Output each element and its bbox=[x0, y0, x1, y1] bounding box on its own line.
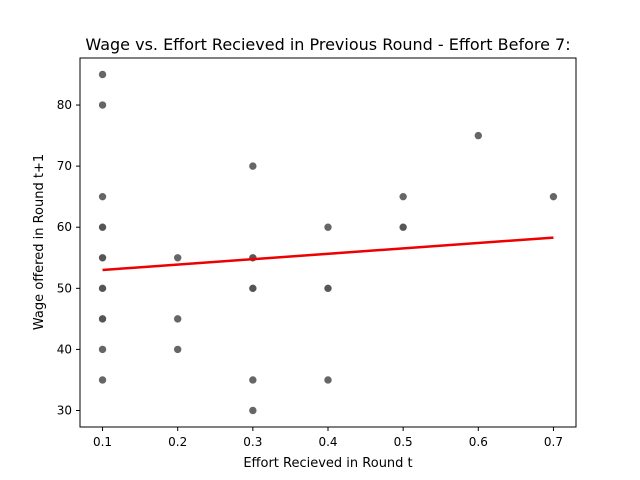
scatter-point bbox=[323, 222, 333, 232]
scatter-point bbox=[98, 70, 107, 79]
scatter-point bbox=[98, 192, 107, 201]
x-axis-label: Effort Recieved in Round t bbox=[243, 456, 412, 471]
scatter-point bbox=[398, 222, 408, 232]
scatter-point bbox=[98, 314, 107, 324]
scatter-point bbox=[248, 406, 258, 415]
scatter-point bbox=[98, 222, 107, 232]
scatter-point bbox=[98, 253, 107, 263]
y-axis-label: Wage offered in Round t+1 bbox=[32, 154, 47, 330]
scatter-point bbox=[98, 100, 107, 110]
x-tick-label: 0.2 bbox=[168, 435, 187, 449]
chart-title: Wage vs. Effort Recieved in Previous Rou… bbox=[85, 35, 570, 54]
scatter-point bbox=[323, 375, 333, 385]
trend-line bbox=[102, 236, 554, 272]
scatter-point bbox=[248, 375, 258, 385]
scatter-point bbox=[323, 284, 333, 293]
scatter-point bbox=[549, 192, 558, 201]
scatter-point bbox=[248, 161, 258, 171]
scatter-point bbox=[98, 345, 107, 354]
x-tick-label: 0.4 bbox=[318, 435, 337, 449]
scatter-point bbox=[248, 284, 258, 293]
x-tick-label: 0.6 bbox=[469, 435, 488, 449]
scatter-point bbox=[98, 284, 107, 293]
x-tick-label: 0.1 bbox=[93, 435, 112, 449]
y-tick-label: 50 bbox=[57, 281, 72, 295]
x-tick-label: 0.7 bbox=[544, 435, 563, 449]
scatter-point bbox=[173, 253, 182, 263]
scatter-point bbox=[173, 345, 182, 354]
y-tick-label: 80 bbox=[57, 98, 72, 112]
scatter-point bbox=[398, 192, 408, 201]
scatter-point bbox=[173, 314, 182, 324]
scatter-point bbox=[474, 131, 483, 140]
scatter-point bbox=[98, 375, 107, 385]
y-tick-label: 30 bbox=[57, 404, 72, 418]
y-tick-label: 40 bbox=[57, 342, 72, 356]
x-tick-label: 0.5 bbox=[394, 435, 413, 449]
y-tick-label: 70 bbox=[57, 159, 72, 173]
y-tick-label: 60 bbox=[57, 220, 72, 234]
x-tick-label: 0.3 bbox=[243, 435, 262, 449]
